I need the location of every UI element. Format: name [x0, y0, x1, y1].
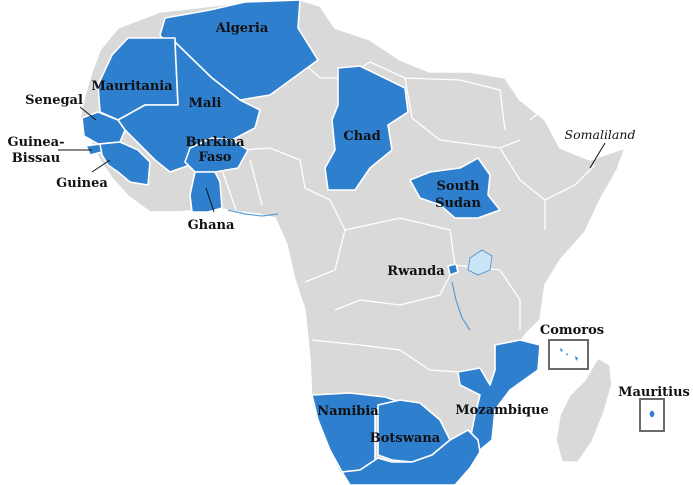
highlighted-countries: [81, 0, 541, 485]
label-botswana: Botswana: [370, 431, 441, 446]
label-mauritius: Mauritius: [618, 385, 690, 400]
label-south-sudan-line1: South: [437, 179, 481, 194]
country-ghana: [189, 171, 223, 213]
label-somaliland: Somaliland: [565, 127, 636, 142]
country-rwanda: [447, 263, 459, 276]
label-burkina-faso-line2: Faso: [199, 150, 232, 165]
country-guinea: [99, 141, 151, 186]
label-mauritania: Mauritania: [91, 79, 173, 94]
label-south-sudan-line2: Sudan: [435, 196, 481, 211]
mauritius-island: [649, 410, 655, 418]
label-guinea-bissau-line1: Guinea-: [7, 135, 64, 150]
comoros-islands: [560, 348, 578, 361]
country-chad: [324, 65, 409, 191]
gulf-coastline: [227, 209, 279, 217]
label-mozambique: Mozambique: [455, 403, 548, 418]
country-burkina-faso: [184, 137, 249, 173]
lake-victoria: [467, 249, 493, 276]
label-chad: Chad: [343, 129, 380, 144]
country-senegal: [81, 111, 126, 145]
label-leaders: [58, 106, 606, 213]
label-guinea: Guinea: [56, 176, 108, 191]
label-ghana: Ghana: [188, 218, 235, 233]
label-burkina-faso-line1: Burkina: [185, 135, 245, 150]
cape-verde-islands: [7, 94, 24, 106]
mauritius-inset-box: [639, 398, 665, 432]
label-senegal: Senegal: [25, 93, 83, 108]
label-comoros: Comoros: [540, 323, 604, 338]
label-algeria: Algeria: [215, 21, 269, 36]
label-guinea-bissau-line2: Bissau: [12, 151, 60, 166]
label-mali: Mali: [189, 96, 222, 111]
label-namibia: Namibia: [317, 404, 379, 419]
madagascar: [555, 357, 613, 463]
label-rwanda: Rwanda: [387, 264, 445, 279]
comoros-inset-box: [548, 339, 589, 370]
country-south-africa: [341, 429, 481, 485]
lake-tanganyika: [451, 281, 471, 331]
country-south-sudan: [409, 157, 501, 219]
